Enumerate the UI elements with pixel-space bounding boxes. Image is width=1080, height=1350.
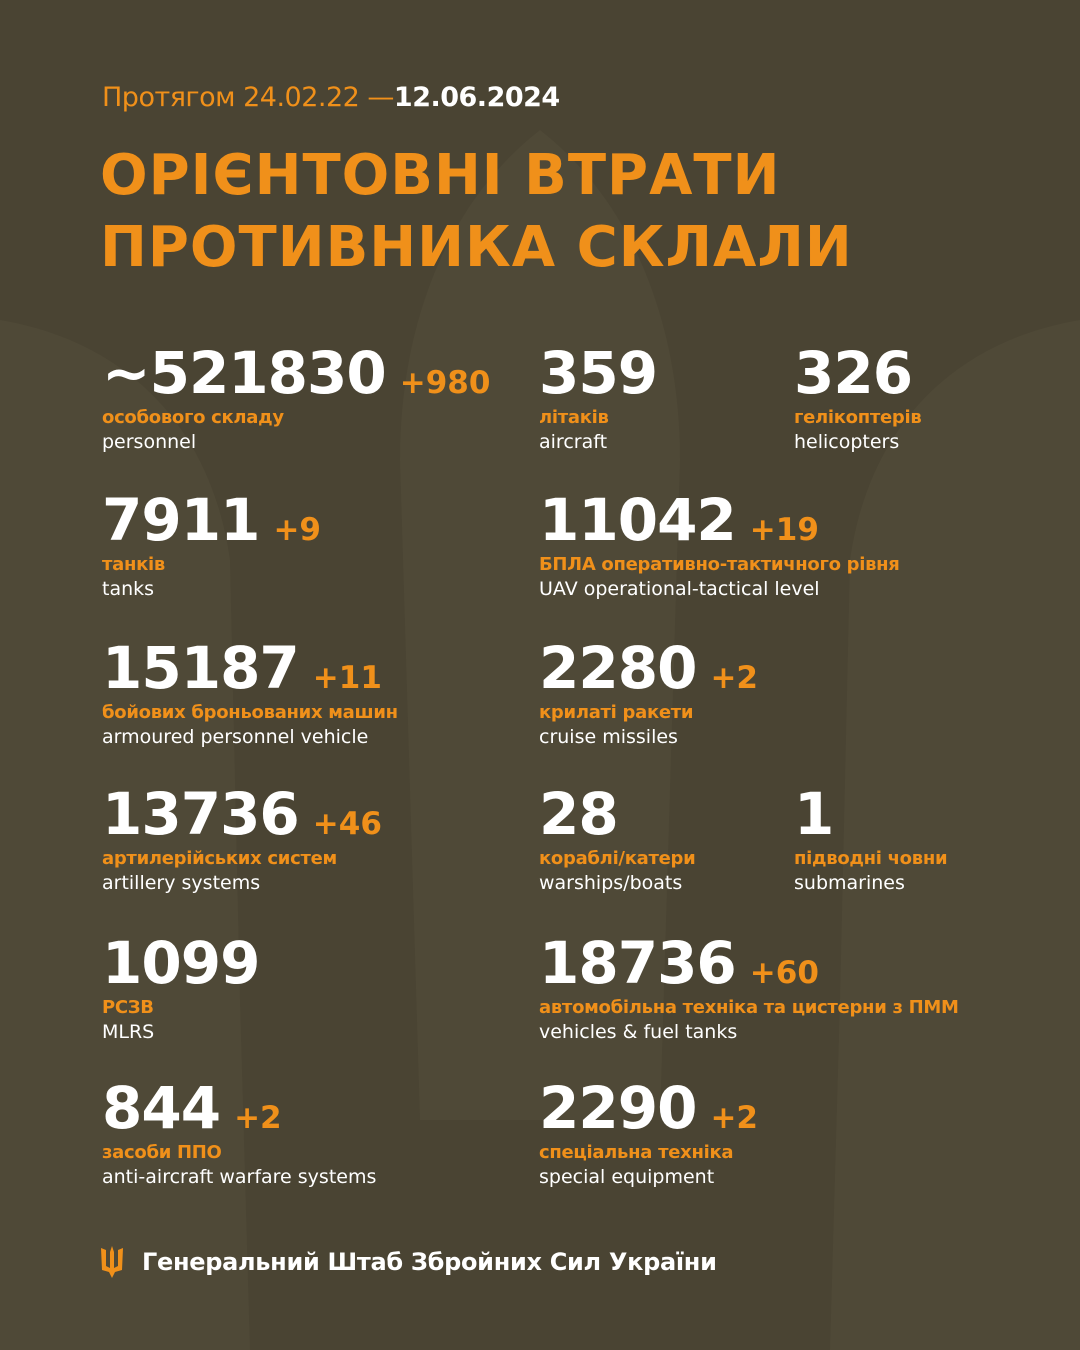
stat-delta: +19 bbox=[749, 512, 819, 548]
stat-label-ua: спеціальна техніка bbox=[539, 1142, 734, 1163]
stat-item: 11042 +19 БПЛА оперативно-тактичного рівня… bbox=[539, 487, 900, 601]
stat-item: 326 гелікоптерів helicopters bbox=[794, 339, 922, 454]
stat-value: 326 bbox=[794, 339, 913, 407]
stat-delta: +46 bbox=[312, 806, 382, 842]
stat-delta: +2 bbox=[710, 660, 758, 696]
stat-item: 2280 +2 крилаті ракети cruise missiles bbox=[539, 635, 758, 749]
stat-value: 11042 bbox=[539, 486, 737, 554]
stat-item: 7911 +9 танків tanks bbox=[102, 487, 321, 601]
stat-label-ua: кораблі/катери bbox=[539, 848, 696, 869]
stat-value: 844 bbox=[102, 1074, 221, 1142]
stat-label-ua: танків bbox=[102, 554, 165, 575]
trident-icon bbox=[101, 1246, 123, 1278]
stat-value: 13736 bbox=[102, 780, 300, 848]
stat-item: 2290 +2 спеціальна техніка special equipmen… bbox=[539, 1075, 758, 1189]
stat-delta: +2 bbox=[710, 1100, 758, 1136]
stat-delta: +9 bbox=[273, 512, 321, 548]
stat-label-en: special equipment bbox=[539, 1166, 715, 1188]
stat-value: 359 bbox=[539, 339, 658, 407]
stat-item: 1099 РСЗВ MLRS bbox=[102, 929, 260, 1044]
footer-org-name: Генеральний Штаб Збройних Сил України bbox=[142, 1248, 717, 1276]
stat-value: 1 bbox=[794, 780, 834, 848]
stat-item: 28 кораблі/катери warships/boats bbox=[539, 780, 696, 895]
stat-label-ua: РСЗВ bbox=[102, 997, 154, 1018]
stat-label-en: anti-aircraft warfare systems bbox=[102, 1166, 377, 1188]
stat-label-en: UAV operational-tactical level bbox=[539, 578, 820, 600]
stat-label-en: MLRS bbox=[102, 1021, 155, 1043]
stat-item: ~521830 +980 особового складу personnel bbox=[102, 340, 490, 454]
period-subtitle: Протягом 24.02.22 —12.06.2024 bbox=[102, 82, 560, 113]
stat-delta: +980 bbox=[399, 365, 491, 401]
stat-label-ua: літаків bbox=[539, 407, 609, 428]
stat-label-ua: артилерійських систем bbox=[102, 848, 337, 869]
stat-value: 28 bbox=[539, 780, 619, 848]
stat-label-en: vehicles & fuel tanks bbox=[539, 1021, 738, 1043]
stat-label-en: aircraft bbox=[539, 431, 608, 453]
stat-item: 844 +2 засоби ППО anti-aircraft warfare sys… bbox=[102, 1075, 376, 1189]
stat-label-en: cruise missiles bbox=[539, 726, 678, 748]
footer: Генеральний Штаб Збройних Сил України bbox=[100, 1246, 717, 1278]
stat-item: 13736 +46 артилерійських систем artillery s… bbox=[102, 781, 382, 895]
stat-item: 359 літаків aircraft bbox=[539, 339, 658, 454]
stat-label-en: artillery systems bbox=[102, 872, 261, 894]
stat-label-en: personnel bbox=[102, 431, 197, 453]
stat-label-ua: особового складу bbox=[102, 407, 284, 428]
stat-label-ua: засоби ППО bbox=[102, 1142, 222, 1163]
stat-value: 2280 bbox=[539, 634, 697, 702]
stat-value: ~521830 bbox=[102, 339, 387, 407]
stat-label-ua: крилаті ракети bbox=[539, 702, 694, 723]
stat-value: 18736 bbox=[539, 929, 737, 997]
stat-delta: +2 bbox=[234, 1100, 282, 1136]
stat-label-en: submarines bbox=[794, 872, 905, 894]
stat-item: 15187 +11 бойових броньованих машин armoure… bbox=[102, 635, 398, 749]
stat-value: 2290 bbox=[539, 1074, 697, 1142]
stat-label-ua: підводні човни bbox=[794, 848, 948, 869]
stat-delta: +60 bbox=[749, 955, 819, 991]
stat-label-ua: гелікоптерів bbox=[794, 407, 922, 428]
stat-item: 1 підводні човни submarines bbox=[794, 780, 948, 895]
stat-value: 15187 bbox=[102, 634, 300, 702]
page-title: ОРІЄНТОВНІ ВТРАТИ ПРОТИВНИКА СКЛАЛИ bbox=[100, 143, 853, 280]
stat-delta: +11 bbox=[312, 660, 382, 696]
stat-item: 18736 +60 автомобільна техніка та цистерни… bbox=[539, 930, 959, 1044]
stat-value: 7911 bbox=[102, 486, 260, 554]
stat-label-ua: бойових броньованих машин bbox=[102, 702, 398, 723]
stat-label-en: helicopters bbox=[794, 431, 900, 453]
stat-label-en: tanks bbox=[102, 578, 155, 600]
stat-label-en: warships/boats bbox=[539, 872, 683, 894]
stat-label-en: armoured personnel vehicle bbox=[102, 726, 369, 748]
stat-label-ua: БПЛА оперативно-тактичного рівня bbox=[539, 554, 900, 575]
stat-label-ua: автомобільна техніка та цистерни з ПММ bbox=[539, 997, 959, 1018]
stat-value: 1099 bbox=[102, 929, 260, 997]
